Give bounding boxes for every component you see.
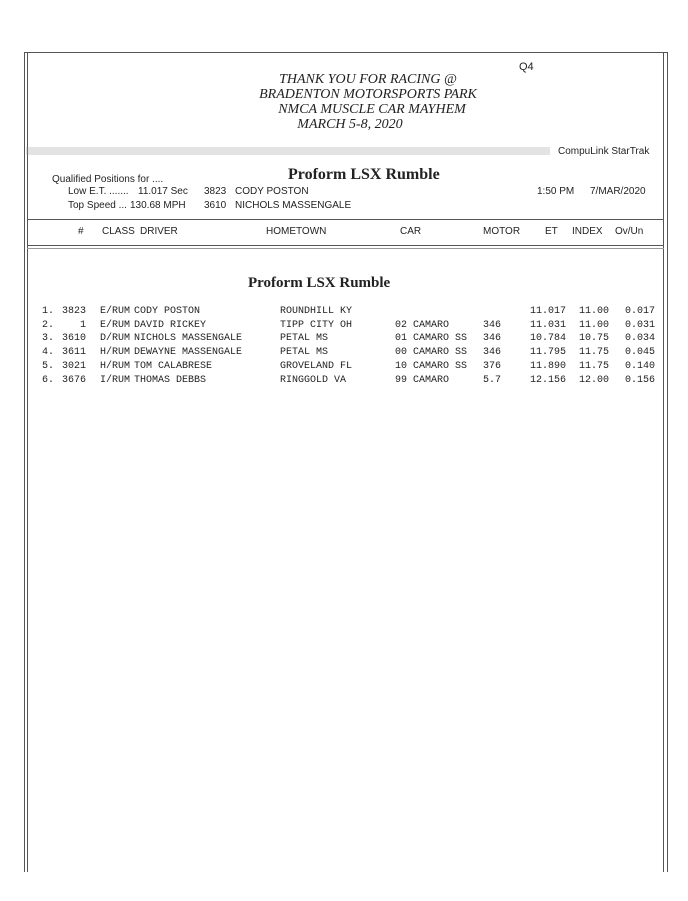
- cell-et: 12.156: [529, 374, 566, 386]
- col-ovun: Ov/Un: [615, 226, 644, 237]
- cell-driver: DEWAYNE MASSENGALE: [134, 347, 243, 359]
- cell-motor: 376: [483, 360, 502, 372]
- low-et-value: 11.017 Sec: [138, 186, 188, 197]
- low-et-car: 3823: [204, 186, 227, 197]
- top-speed-label: Top Speed ...: [68, 200, 127, 211]
- cell-et: 11.017: [529, 306, 566, 317]
- top-speed-value: 130.68 MPH: [130, 200, 186, 211]
- title-line-3: NMCA MUSCLE CAR MAYHEM: [278, 102, 466, 117]
- section-title: Proform LSX Rumble: [248, 275, 391, 291]
- frame-right: [667, 52, 668, 872]
- cell-index: 12.00: [578, 374, 609, 386]
- cell-index: 11.75: [578, 347, 609, 359]
- title-line-1: THANK YOU FOR RACING @: [279, 72, 457, 87]
- cell-et: 10.784: [529, 333, 566, 345]
- cell-hometown: PETAL MS: [280, 333, 329, 345]
- cell-num: 3823: [61, 306, 86, 317]
- cell-car: 10 CAMARO SS: [395, 360, 468, 372]
- title-line-4: MARCH 5-8, 2020: [297, 117, 403, 132]
- cell-index: 10.75: [578, 333, 609, 345]
- cell-motor: 346: [483, 333, 502, 345]
- cell-pos: 3.: [42, 333, 55, 345]
- cell-pos: 1.: [42, 306, 55, 317]
- qualified-label: Qualified Positions for ....: [52, 174, 164, 185]
- cell-et: 11.890: [529, 360, 566, 372]
- cell-hometown: RINGGOLD VA: [280, 374, 347, 386]
- col-car: CAR: [400, 226, 422, 237]
- cell-ovun: 0.140: [624, 360, 655, 372]
- col-motor: MOTOR: [483, 226, 521, 237]
- cell-driver: TOM CALABRESE: [134, 360, 213, 372]
- cell-ovun: 0.034: [624, 333, 655, 345]
- cell-index: 11.00: [578, 306, 609, 317]
- title-line-2: BRADENTON MOTORSPORTS PARK: [259, 87, 477, 102]
- cell-hometown: PETAL MS: [280, 347, 329, 359]
- cell-motor: 346: [483, 347, 502, 359]
- dotted-band: [26, 147, 550, 155]
- cell-ovun: 0.031: [624, 319, 655, 331]
- cell-ovun: 0.017: [624, 306, 655, 317]
- cell-pos: 2.: [42, 319, 55, 331]
- cell-num: 3610: [61, 333, 86, 345]
- top-speed-car: 3610: [204, 200, 227, 211]
- col-class: CLASS: [102, 226, 135, 237]
- cell-driver: CODY POSTON: [134, 306, 201, 317]
- cell-pos: 4.: [42, 347, 55, 359]
- cell-class: H/RUM: [100, 360, 131, 372]
- cell-car: 01 CAMARO SS: [395, 333, 468, 345]
- cell-num: 3676: [61, 374, 86, 386]
- col-hometown: HOMETOWN: [266, 226, 327, 237]
- cell-index: 11.00: [578, 319, 609, 331]
- col-num: #: [78, 226, 84, 237]
- time: 1:50 PM: [537, 186, 575, 197]
- col-et: ET: [545, 226, 558, 237]
- cell-hometown: TIPP CITY OH: [280, 319, 353, 331]
- cell-num: 3021: [61, 360, 86, 372]
- cell-num: 3611: [61, 347, 86, 359]
- cell-num: 1: [79, 319, 86, 331]
- cell-pos: 6.: [42, 374, 55, 386]
- low-et-label: Low E.T. .......: [68, 186, 129, 197]
- cell-motor: 346: [483, 319, 502, 331]
- cell-driver: NICHOLS MASSENGALE: [134, 333, 243, 345]
- cell-driver: DAVID RICKEY: [134, 319, 207, 331]
- cell-index: 11.75: [578, 360, 609, 372]
- cell-class: E/RUM: [100, 306, 131, 317]
- frame-left: [24, 52, 25, 872]
- header-rule-top: [27, 219, 664, 220]
- cell-class: H/RUM: [100, 347, 131, 359]
- cell-car: 99 CAMARO: [395, 374, 450, 386]
- frame-top: [24, 52, 668, 53]
- header-rule-bottom-2: [27, 248, 664, 249]
- cell-ovun: 0.045: [624, 347, 655, 359]
- cell-class: E/RUM: [100, 319, 131, 331]
- class-title: Proform LSX Rumble: [288, 166, 440, 183]
- top-speed-driver: NICHOLS MASSENGALE: [235, 200, 352, 211]
- cell-pos: 5.: [42, 360, 55, 372]
- low-et-driver: CODY POSTON: [235, 186, 309, 197]
- cell-car: 00 CAMARO SS: [395, 347, 468, 359]
- cell-car: 02 CAMARO: [395, 319, 450, 331]
- cell-hometown: ROUNDHILL KY: [280, 306, 353, 317]
- cell-class: I/RUM: [100, 374, 131, 386]
- cell-et: 11.795: [529, 347, 566, 359]
- cell-class: D/RUM: [100, 333, 131, 345]
- frame-right-inner: [663, 52, 664, 872]
- cell-driver: THOMAS DEBBS: [134, 374, 207, 386]
- col-driver: DRIVER: [140, 226, 178, 237]
- date: 7/MAR/2020: [590, 186, 646, 197]
- cell-et: 11.031: [529, 319, 566, 331]
- page-code: Q4: [519, 61, 534, 73]
- cell-ovun: 0.156: [624, 374, 655, 386]
- cell-hometown: GROVELAND FL: [280, 360, 353, 372]
- cell-motor: 5.7: [483, 374, 502, 386]
- brand: CompuLink StarTrak: [558, 146, 650, 157]
- header-rule-bottom: [27, 245, 664, 246]
- frame-left-inner: [27, 52, 28, 872]
- col-index: INDEX: [572, 226, 603, 237]
